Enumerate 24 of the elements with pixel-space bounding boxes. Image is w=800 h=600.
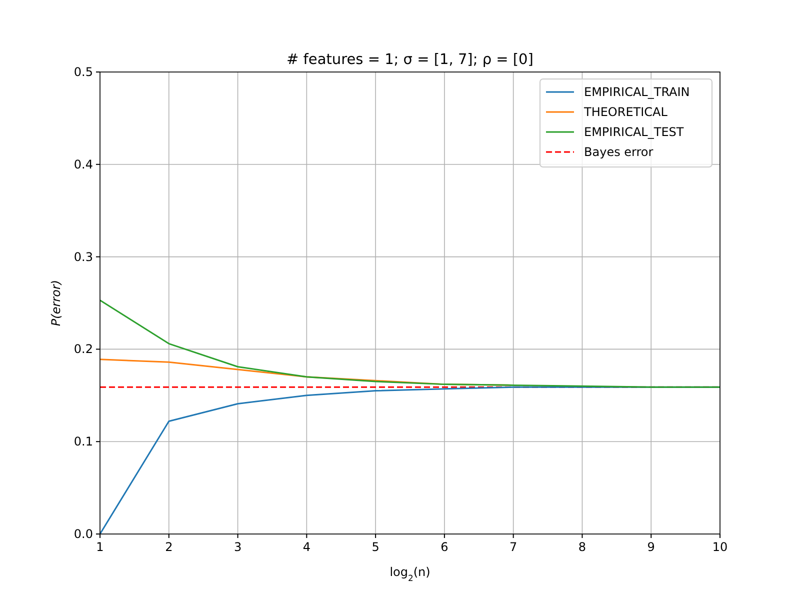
y-tick-label: 0.4 xyxy=(74,157,93,172)
x-tick-label: 9 xyxy=(647,540,655,554)
legend-label: EMPIRICAL_TEST xyxy=(584,125,684,139)
x-tick-label: 7 xyxy=(510,540,518,554)
y-tick-label: 0.2 xyxy=(74,342,93,356)
chart-title: # features = 1; σ = [1, 7]; ρ = [0] xyxy=(286,52,534,68)
y-tick-label: 0.3 xyxy=(74,250,93,264)
x-tick-label: 1 xyxy=(96,540,104,554)
x-tick-label: 10 xyxy=(712,540,728,554)
legend-label: THEORETICAL xyxy=(583,105,668,119)
x-tick-label: 2 xyxy=(165,540,173,554)
y-axis-title: P(error) xyxy=(49,280,63,326)
legend-label: Bayes error xyxy=(584,145,654,159)
x-tick-label: 8 xyxy=(578,540,586,554)
y-tick-label: 0.1 xyxy=(74,434,93,449)
x-tick-label: 6 xyxy=(440,540,448,554)
x-tick-label: 5 xyxy=(372,540,380,554)
legend-label: EMPIRICAL_TRAIN xyxy=(584,85,690,99)
y-tick-label: 0.0 xyxy=(74,527,93,541)
y-tick-label: 0.5 xyxy=(74,65,93,79)
x-tick-label: 3 xyxy=(234,540,242,554)
x-tick-label: 4 xyxy=(302,540,310,554)
x-axis-title: log$_{2}$(n) xyxy=(390,565,430,583)
line-series xyxy=(99,299,721,388)
